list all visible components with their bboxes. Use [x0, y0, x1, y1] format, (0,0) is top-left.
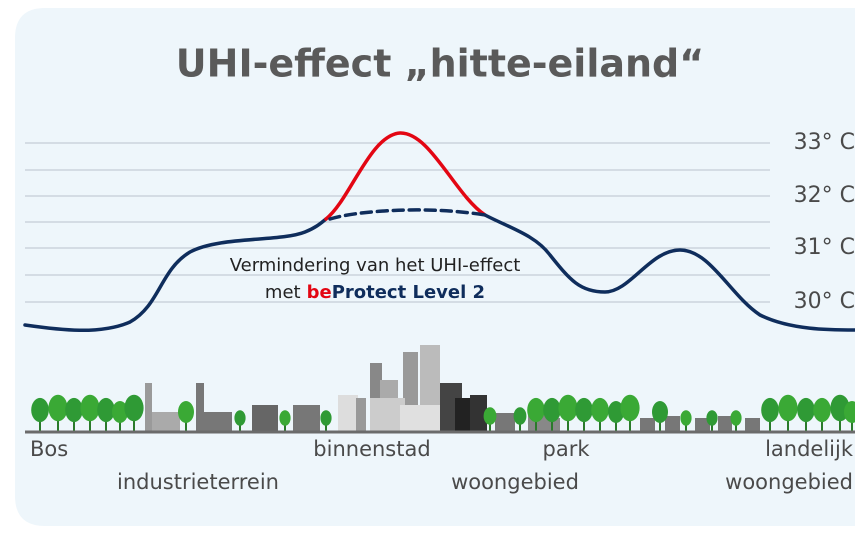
brand: be [307, 282, 332, 303]
area-label: park [543, 437, 591, 461]
tree [620, 395, 639, 421]
tree [558, 395, 577, 421]
tree [124, 395, 143, 421]
area-label: binnenstad [313, 437, 430, 461]
tree [730, 410, 741, 425]
building [293, 405, 320, 432]
tree [591, 398, 609, 422]
building [252, 405, 278, 432]
building [495, 413, 515, 432]
temp-label: 32° C [794, 183, 855, 208]
tree [320, 410, 331, 425]
area-label: landelijk [765, 437, 854, 461]
tree [652, 401, 668, 423]
tree [778, 395, 797, 421]
tree [65, 398, 83, 422]
tree [514, 407, 527, 425]
tree [575, 398, 593, 422]
building [370, 398, 405, 432]
title: UHI-effect „hitte-eiland“ [176, 42, 704, 86]
building [718, 416, 732, 432]
area-label: woongebied [451, 470, 579, 494]
building [665, 416, 680, 432]
building [400, 405, 442, 432]
brand: Protect Level 2 [332, 282, 485, 303]
tree [31, 398, 49, 422]
tree [543, 398, 561, 422]
temp-label: 33° C [794, 130, 855, 155]
building [455, 398, 470, 432]
tree [797, 398, 815, 422]
annotation-text: met [265, 282, 301, 303]
building [152, 412, 180, 432]
tree [706, 410, 717, 425]
building [145, 383, 152, 432]
infographic: UHI-effect „hitte-eiland“ 33° C 32° C 31… [0, 0, 855, 534]
annotation: Vermindering van het UHI-effect [230, 255, 521, 276]
area-label: woongebied [725, 470, 853, 494]
tree [234, 410, 245, 425]
tree [761, 398, 779, 422]
tree [80, 395, 99, 421]
tree [813, 398, 831, 422]
tree [484, 407, 497, 425]
tree [48, 395, 67, 421]
tree [279, 410, 290, 425]
tree [527, 398, 545, 422]
area-label: industrieterrein [117, 470, 279, 494]
building [198, 412, 232, 432]
tree [178, 401, 194, 423]
building [640, 418, 655, 432]
tree [680, 410, 691, 425]
temp-label: 30° C [794, 289, 855, 314]
building [338, 395, 358, 432]
building [356, 398, 366, 432]
building [745, 418, 760, 432]
temp-label: 31° C [794, 235, 855, 260]
area-label: Bos [30, 437, 68, 461]
